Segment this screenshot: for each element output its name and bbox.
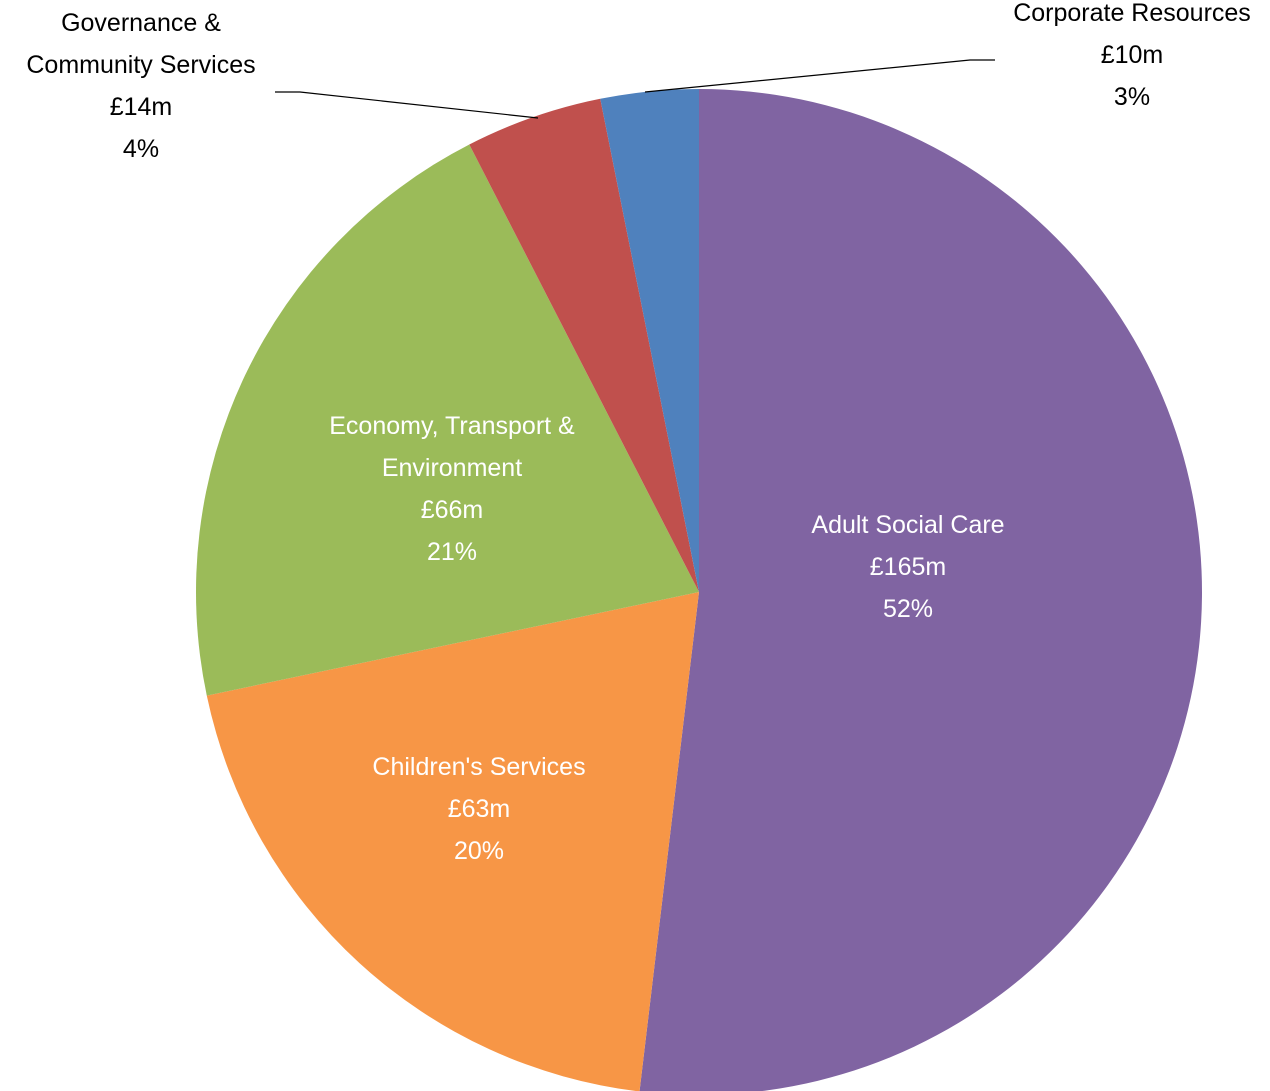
percent-label: 21% <box>427 538 477 566</box>
slice-corporate-resources <box>600 89 699 592</box>
category-label: Community Services <box>26 51 255 79</box>
category-label: Governance & <box>61 9 221 37</box>
leader-line-corporate-resources <box>644 59 995 93</box>
percent-label: 20% <box>454 837 504 865</box>
value-label: £10m <box>1101 41 1164 69</box>
category-label: Children's Services <box>372 753 585 781</box>
percent-label: 52% <box>883 595 933 623</box>
data-label-children-s-services: Children's Services £63m 20% <box>372 753 585 865</box>
slice-economy-transport-environment <box>196 144 699 696</box>
value-label: £14m <box>110 93 173 121</box>
leader-line-governance-community-services <box>275 91 539 119</box>
category-label: Adult Social Care <box>811 511 1004 539</box>
data-label-economy-transport-environment: Economy, Transport & Environment £66m 21% <box>329 412 575 566</box>
value-label: £165m <box>870 553 946 581</box>
category-label: Corporate Resources <box>1013 0 1251 27</box>
leader-lines <box>275 59 995 119</box>
slice-children-s-services <box>206 592 699 1091</box>
slice-governance-community-services <box>469 98 699 592</box>
category-label: Environment <box>382 454 522 482</box>
data-label-governance-community-services: Governance & Community Services £14m 4% <box>26 9 255 163</box>
percent-label: 3% <box>1114 83 1150 111</box>
data-label-adult-social-care: Adult Social Care £165m 52% <box>811 511 1004 623</box>
percent-label: 4% <box>123 135 159 163</box>
data-labels: Adult Social Care £165m 52% Children's Serv… <box>26 0 1250 865</box>
data-label-corporate-resources: Corporate Resources £10m 3% <box>1013 0 1251 111</box>
value-label: £63m <box>448 795 511 823</box>
pie-slices <box>196 89 1202 1091</box>
slice-adult-social-care <box>639 89 1202 1091</box>
value-label: £66m <box>421 496 484 524</box>
category-label: Economy, Transport & <box>329 412 575 440</box>
